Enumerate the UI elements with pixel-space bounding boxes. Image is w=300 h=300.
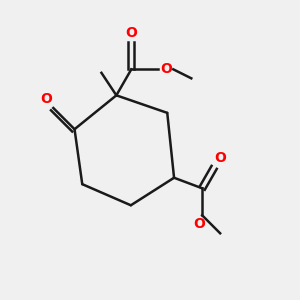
Text: O: O [214, 152, 226, 165]
Text: O: O [125, 26, 137, 40]
Text: O: O [160, 62, 172, 76]
Text: O: O [193, 217, 205, 231]
Text: O: O [40, 92, 52, 106]
